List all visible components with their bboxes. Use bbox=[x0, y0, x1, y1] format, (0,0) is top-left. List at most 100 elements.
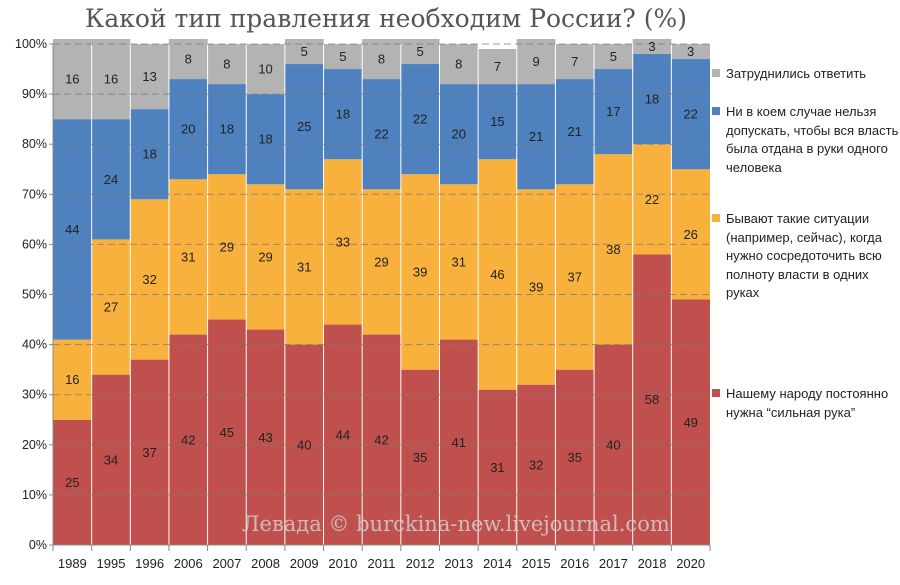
x-tick-label: 2013 bbox=[444, 556, 473, 571]
bar-segment bbox=[478, 84, 517, 160]
bar-segment bbox=[516, 38, 556, 85]
data-label: 42 bbox=[374, 432, 388, 447]
data-label: 22 bbox=[413, 112, 427, 127]
watermark: Левада © burckina-new.livejournal.com bbox=[242, 512, 670, 536]
bar-segment bbox=[362, 79, 401, 190]
x-tick-label: 2008 bbox=[251, 556, 280, 571]
x-tick-label: 2015 bbox=[522, 556, 551, 571]
y-tick-label: 30% bbox=[22, 388, 47, 402]
data-label: 40 bbox=[606, 437, 620, 452]
bar-segment bbox=[284, 64, 324, 190]
data-label: 9 bbox=[532, 54, 539, 69]
bar-segment bbox=[555, 79, 595, 185]
data-label: 29 bbox=[374, 254, 388, 269]
data-label: 40 bbox=[297, 437, 311, 452]
data-label: 10 bbox=[258, 62, 272, 77]
x-tick-label: 2009 bbox=[290, 556, 319, 571]
data-label: 5 bbox=[610, 49, 617, 64]
bar-segment bbox=[555, 44, 595, 80]
data-label: 37 bbox=[568, 269, 582, 284]
data-label: 26 bbox=[683, 227, 697, 242]
legend-label: Затруднились ответить bbox=[726, 66, 867, 81]
data-label: 35 bbox=[413, 450, 427, 465]
data-label: 31 bbox=[181, 249, 195, 264]
bars bbox=[53, 38, 710, 546]
x-tick-label: 2010 bbox=[328, 556, 357, 571]
data-label: 44 bbox=[336, 427, 350, 442]
bar-segment bbox=[671, 59, 710, 170]
data-label: 25 bbox=[297, 119, 311, 134]
x-tick-label: 2011 bbox=[368, 556, 396, 571]
bar-segment bbox=[246, 184, 285, 330]
bar-segment bbox=[207, 44, 247, 85]
data-label: 32 bbox=[142, 272, 156, 287]
data-label: 44 bbox=[65, 222, 79, 237]
x-tick-label: 2018 bbox=[638, 556, 667, 571]
bar-segment bbox=[207, 319, 247, 545]
data-label: 31 bbox=[452, 254, 466, 269]
bar-segment bbox=[632, 144, 672, 255]
bar-segment bbox=[246, 94, 285, 185]
bar-segment bbox=[168, 179, 208, 335]
data-label: 39 bbox=[529, 279, 543, 294]
data-label: 29 bbox=[258, 249, 272, 264]
bar-segment bbox=[516, 384, 556, 545]
data-label: 31 bbox=[490, 460, 504, 475]
y-tick-label: 0% bbox=[29, 538, 47, 552]
bar-segment bbox=[53, 339, 92, 420]
bar-segment bbox=[362, 334, 401, 545]
chart-title: Какой тип правления необходим России? (%… bbox=[85, 4, 687, 33]
bar-segment bbox=[478, 389, 517, 545]
bar-segment bbox=[323, 159, 363, 325]
data-label: 18 bbox=[220, 122, 234, 137]
bar-segment bbox=[671, 169, 710, 300]
data-label: 37 bbox=[142, 445, 156, 460]
bar-segment bbox=[284, 189, 324, 345]
bar-segment bbox=[439, 184, 479, 340]
legend-label: Нашему народу постоянно нужна “сильная р… bbox=[726, 386, 889, 420]
data-label: 18 bbox=[258, 132, 272, 147]
data-label: 7 bbox=[571, 54, 578, 69]
bar-segment bbox=[53, 419, 92, 545]
legend-swatch bbox=[712, 389, 720, 397]
data-label: 42 bbox=[181, 432, 195, 447]
bar-segment bbox=[439, 44, 479, 85]
y-tick-label: 40% bbox=[22, 338, 47, 352]
bar-segment bbox=[362, 38, 401, 80]
data-label: 33 bbox=[336, 234, 350, 249]
data-label: 49 bbox=[683, 415, 697, 430]
bar-segment bbox=[246, 329, 285, 545]
bar-segment bbox=[207, 84, 247, 175]
bar-segment bbox=[168, 79, 208, 180]
y-tick-label: 80% bbox=[22, 137, 47, 151]
data-label: 25 bbox=[65, 475, 79, 490]
data-label: 8 bbox=[185, 52, 192, 67]
y-tick-label: 90% bbox=[22, 87, 47, 101]
bar-segment bbox=[91, 374, 131, 545]
bar-segment bbox=[130, 44, 169, 110]
data-label: 15 bbox=[490, 114, 504, 129]
bar-segment bbox=[516, 84, 556, 190]
x-tick-label: 2017 bbox=[599, 556, 628, 571]
y-tick-label: 60% bbox=[22, 237, 47, 251]
data-label: 35 bbox=[568, 450, 582, 465]
data-label: 5 bbox=[417, 44, 424, 59]
bar-segment bbox=[130, 199, 169, 360]
data-label: 20 bbox=[181, 122, 195, 137]
bar-segment bbox=[478, 159, 517, 390]
data-label: 18 bbox=[336, 107, 350, 122]
y-tick-label: 70% bbox=[22, 187, 47, 201]
bar-segment bbox=[439, 339, 479, 545]
data-label: 13 bbox=[142, 69, 156, 84]
x-tick-label: 2012 bbox=[406, 556, 435, 571]
data-labels: 2516441634272416373218134231208452918843… bbox=[65, 39, 698, 490]
bar-segment bbox=[323, 324, 363, 545]
data-label: 45 bbox=[220, 425, 234, 440]
bar-segment bbox=[53, 38, 92, 120]
x-tick-label: 2014 bbox=[483, 556, 512, 571]
data-label: 39 bbox=[413, 264, 427, 279]
x-tick-label: 2020 bbox=[676, 556, 705, 571]
x-tick-label: 2007 bbox=[212, 556, 241, 571]
x-tick-label: 1995 bbox=[97, 556, 126, 571]
